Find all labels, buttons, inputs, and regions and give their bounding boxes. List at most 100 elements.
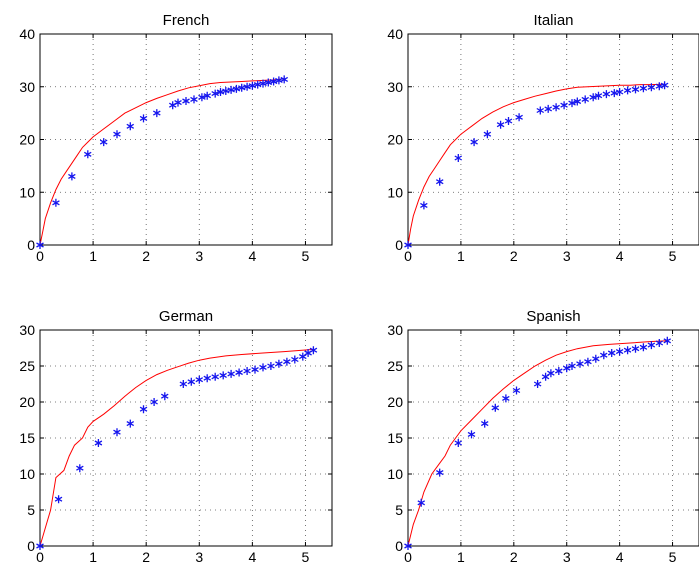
data-point <box>36 542 44 550</box>
y-tick-label: 25 <box>387 358 403 374</box>
data-point <box>454 154 463 162</box>
data-point <box>435 468 444 477</box>
data-point <box>235 368 243 377</box>
data-point <box>126 122 135 131</box>
data-point <box>573 97 582 106</box>
data-point <box>655 339 664 347</box>
y-tick-label: 30 <box>387 79 403 95</box>
data-point <box>275 359 283 368</box>
data-point <box>211 372 220 381</box>
data-point <box>496 120 505 129</box>
data-point <box>68 172 76 181</box>
x-tick-label: 1 <box>89 248 97 264</box>
data-point <box>259 363 267 372</box>
data-point <box>113 428 121 437</box>
data-point <box>404 241 412 249</box>
data-point <box>404 542 412 550</box>
data-point <box>631 85 640 94</box>
data-point <box>547 369 555 378</box>
y-tick-label: 10 <box>387 184 403 200</box>
chart-title: Italian <box>533 12 573 29</box>
series-line <box>39 348 314 547</box>
data-point <box>211 89 220 98</box>
data-point <box>647 83 656 92</box>
y-tick-label: 30 <box>19 79 35 95</box>
chart-panel-italian: 0 1 2 3 4 5 0 10 20 30 40 Italian <box>387 12 699 264</box>
y-tick-label: 15 <box>387 430 403 446</box>
data-point <box>417 498 426 507</box>
chart-panel-spanish: 0 1 2 3 4 5 0 5 10 15 20 25 30 Spanish <box>387 308 699 565</box>
y-tick-label: 40 <box>19 26 35 42</box>
data-point <box>589 93 597 102</box>
data-point <box>182 97 190 105</box>
data-point <box>150 398 158 406</box>
chart-title: Spanish <box>526 308 580 325</box>
data-point <box>592 354 600 363</box>
data-point <box>483 130 492 139</box>
x-tick-label: 2 <box>142 549 150 565</box>
data-point <box>99 138 108 147</box>
data-point <box>283 357 291 366</box>
data-point <box>152 109 161 118</box>
data-point <box>568 362 576 370</box>
y-tick-label: 10 <box>387 466 403 482</box>
data-point <box>615 88 624 96</box>
data-point <box>291 355 299 364</box>
data-point <box>454 439 463 447</box>
data-point <box>536 106 545 115</box>
y-tick-label: 0 <box>395 538 403 554</box>
series-line <box>407 83 665 246</box>
data-point <box>502 394 510 403</box>
x-tick-label: 5 <box>302 549 310 565</box>
data-point <box>560 101 568 110</box>
data-point <box>309 346 318 355</box>
x-tick-label: 5 <box>669 549 677 565</box>
data-point <box>639 343 648 352</box>
x-tick-label: 4 <box>248 549 256 565</box>
data-point <box>198 93 206 102</box>
data-point <box>562 364 571 373</box>
data-point <box>568 99 576 108</box>
data-point <box>584 357 592 366</box>
x-tick-label: 2 <box>510 549 518 565</box>
data-point <box>515 113 523 122</box>
data-point <box>663 336 672 345</box>
data-point <box>76 464 84 473</box>
y-tick-label: 0 <box>395 237 403 253</box>
data-point <box>420 201 428 210</box>
y-tick-label: 10 <box>19 466 35 482</box>
chart-panel-german: 0 1 2 3 4 5 0 5 10 15 20 25 30 German <box>19 308 333 565</box>
y-tick-label: 5 <box>395 502 403 518</box>
data-point <box>615 347 624 356</box>
data-point <box>190 95 198 104</box>
data-point <box>576 359 584 368</box>
data-point <box>187 377 196 386</box>
data-point <box>126 419 135 428</box>
x-tick-label: 5 <box>669 248 677 264</box>
x-tick-label: 3 <box>563 248 571 264</box>
data-point <box>602 90 611 99</box>
chart-panel-french: 0 1 2 3 4 5 0 10 20 30 40 French <box>19 12 333 264</box>
data-point <box>533 380 542 388</box>
x-tick-label: 4 <box>616 549 624 565</box>
data-point <box>160 392 169 401</box>
y-tick-label: 0 <box>27 538 35 554</box>
data-point <box>280 75 289 84</box>
data-point <box>504 117 513 125</box>
data-point <box>660 81 669 90</box>
data-point <box>243 367 251 375</box>
y-tick-label: 30 <box>19 322 35 338</box>
data-point <box>113 130 121 139</box>
x-tick-label: 1 <box>457 549 465 565</box>
data-point <box>639 84 648 93</box>
x-tick-label: 3 <box>563 549 571 565</box>
y-tick-label: 20 <box>19 132 35 148</box>
data-point <box>94 439 103 447</box>
data-point <box>179 380 188 388</box>
x-tick-label: 2 <box>142 248 150 264</box>
data-point <box>512 386 521 395</box>
data-point <box>470 138 478 147</box>
x-tick-label: 1 <box>457 248 465 264</box>
data-point <box>227 369 235 378</box>
data-point <box>647 341 656 350</box>
